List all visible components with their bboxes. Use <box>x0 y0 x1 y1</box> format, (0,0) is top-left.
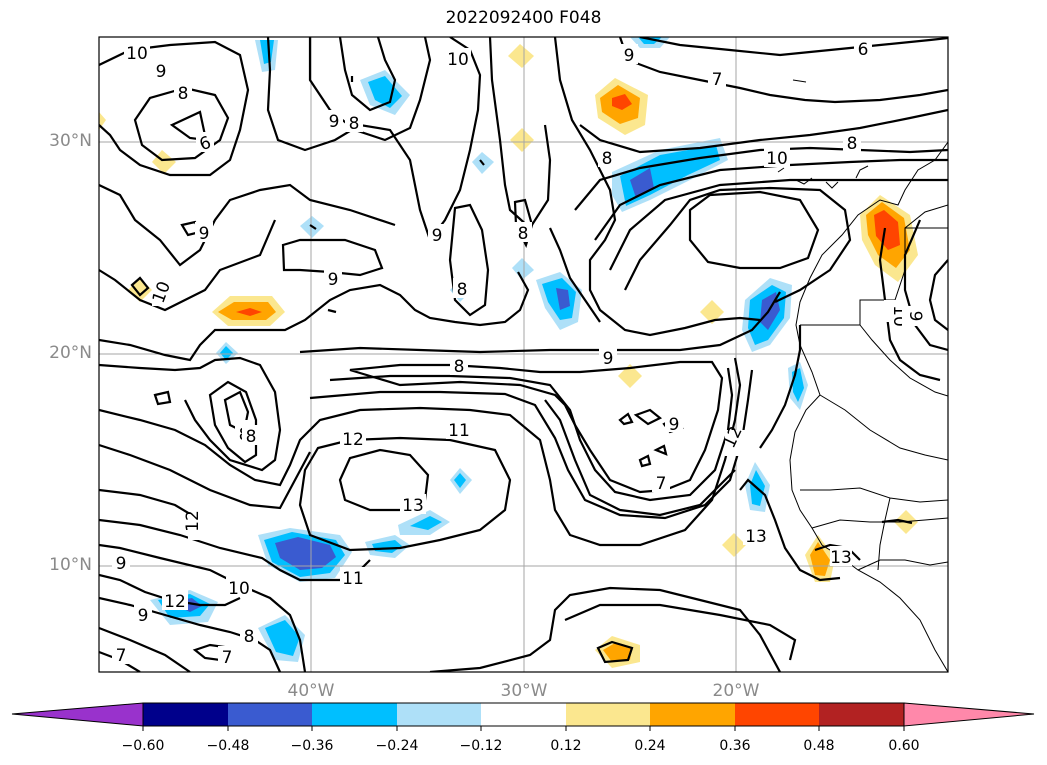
contour-label: 10 <box>228 579 250 599</box>
colorbar-tick-label: −0.36 <box>290 738 334 754</box>
negative-anomaly-patch <box>368 76 402 108</box>
contour-label: 9 <box>624 46 635 66</box>
positive-anomaly-patch <box>722 533 746 557</box>
longitude-label: 20°W <box>712 681 760 701</box>
colorbar-segment <box>566 703 650 726</box>
positive-anomaly-patch <box>236 308 262 316</box>
latitude-label: 10°N <box>49 555 92 575</box>
colorbar-arrow-high <box>903 702 1035 727</box>
plot-frame <box>98 36 949 673</box>
latitude-label: 30°N <box>49 131 92 151</box>
colorbar-tick-label: −0.48 <box>206 738 250 754</box>
colorbar-segment <box>397 703 481 726</box>
contour-label: 12 <box>164 592 186 612</box>
contour-label: 8 <box>518 224 529 244</box>
latitude-label: 20°N <box>49 343 92 363</box>
shaded-anomaly-fields <box>99 37 918 668</box>
colorbar-segment <box>481 703 566 726</box>
colorbar-segment <box>228 703 312 726</box>
contour-label: 8 <box>246 427 257 447</box>
contour-label: 6 <box>858 40 869 60</box>
colorbar-tick-label: −0.60 <box>121 738 165 754</box>
colorbar-tick-label: 0.12 <box>550 738 582 754</box>
negative-anomaly-patch <box>260 40 274 64</box>
colorbar-tick-label: 0.48 <box>803 738 835 754</box>
contour-label: 13 <box>745 527 767 547</box>
contour-label: 7 <box>712 70 723 90</box>
longitude-label: 30°W <box>500 681 548 701</box>
negative-anomaly-patch <box>410 516 442 530</box>
colorbar-segment <box>819 703 904 726</box>
contour-label: 9 <box>432 226 443 246</box>
negative-anomaly-patch <box>556 288 570 310</box>
positive-anomaly-patch <box>810 542 830 576</box>
contour-label: 13 <box>402 496 424 516</box>
contour-label: 9 <box>329 112 340 132</box>
contour-label: 10 <box>447 50 469 70</box>
contour-label: 8 <box>178 84 189 104</box>
contour-label: 12 <box>342 430 364 450</box>
contour-label: 9 <box>905 311 925 322</box>
contour-label: 9 <box>156 62 167 82</box>
positive-anomaly-patch <box>618 364 642 388</box>
colorbar-tick-label: −0.24 <box>375 738 419 754</box>
colorbar-segment <box>312 703 397 726</box>
negative-anomaly-patch <box>220 346 233 360</box>
colorbar-arrow-low <box>11 702 144 727</box>
contour-label: 7 <box>656 474 667 494</box>
colorbar-tick-label: −0.12 <box>459 738 503 754</box>
negative-anomaly-patch <box>265 620 300 656</box>
contour-label: 9 <box>603 349 614 369</box>
contour-label: 11 <box>448 421 470 441</box>
contour-label: 9 <box>199 224 210 244</box>
contour-label: 9 <box>669 415 680 435</box>
contour-label: 9 <box>328 270 339 290</box>
contour-label: 9 <box>116 554 127 574</box>
positive-anomaly-patch <box>508 44 534 68</box>
contour-label: 8 <box>349 114 360 134</box>
contour-label: 8 <box>602 149 613 169</box>
longitude-label: 40°W <box>287 681 335 701</box>
positive-anomaly-patch <box>603 643 632 662</box>
positive-anomaly-patch <box>612 94 632 110</box>
contour-label: 8 <box>847 134 858 154</box>
colorbar-segment <box>650 703 735 726</box>
positive-anomaly-patch <box>700 300 724 324</box>
colorbar-segment <box>143 703 228 726</box>
contour-label: 13 <box>830 548 852 568</box>
colorbar-tick-label: 0.36 <box>719 738 751 754</box>
contour-label: 7 <box>222 648 233 668</box>
negative-anomaly-patch <box>512 258 534 280</box>
contour-label: 12 <box>183 510 203 532</box>
colorbar-segment <box>735 703 819 726</box>
map-title: 2022092400 F048 <box>445 8 602 28</box>
contour-label: 11 <box>342 569 364 589</box>
contour-label: 8 <box>244 627 255 647</box>
contour-label: 8 <box>454 357 465 377</box>
colorbar <box>11 702 1035 731</box>
contour-label: 9 <box>138 606 149 626</box>
contour-label: 10 <box>766 149 788 169</box>
contour-label: 8 <box>457 280 468 300</box>
colorbar-tick-label: 0.60 <box>888 738 920 754</box>
contour-label: 7 <box>116 646 127 666</box>
colorbar-tick-label: 0.24 <box>634 738 666 754</box>
positive-anomaly-patch <box>510 128 534 152</box>
negative-anomaly-patch <box>454 473 466 488</box>
negative-anomaly-patch <box>275 537 336 570</box>
positive-anomaly-patch <box>874 210 900 250</box>
contour-label: 10 <box>126 44 148 64</box>
